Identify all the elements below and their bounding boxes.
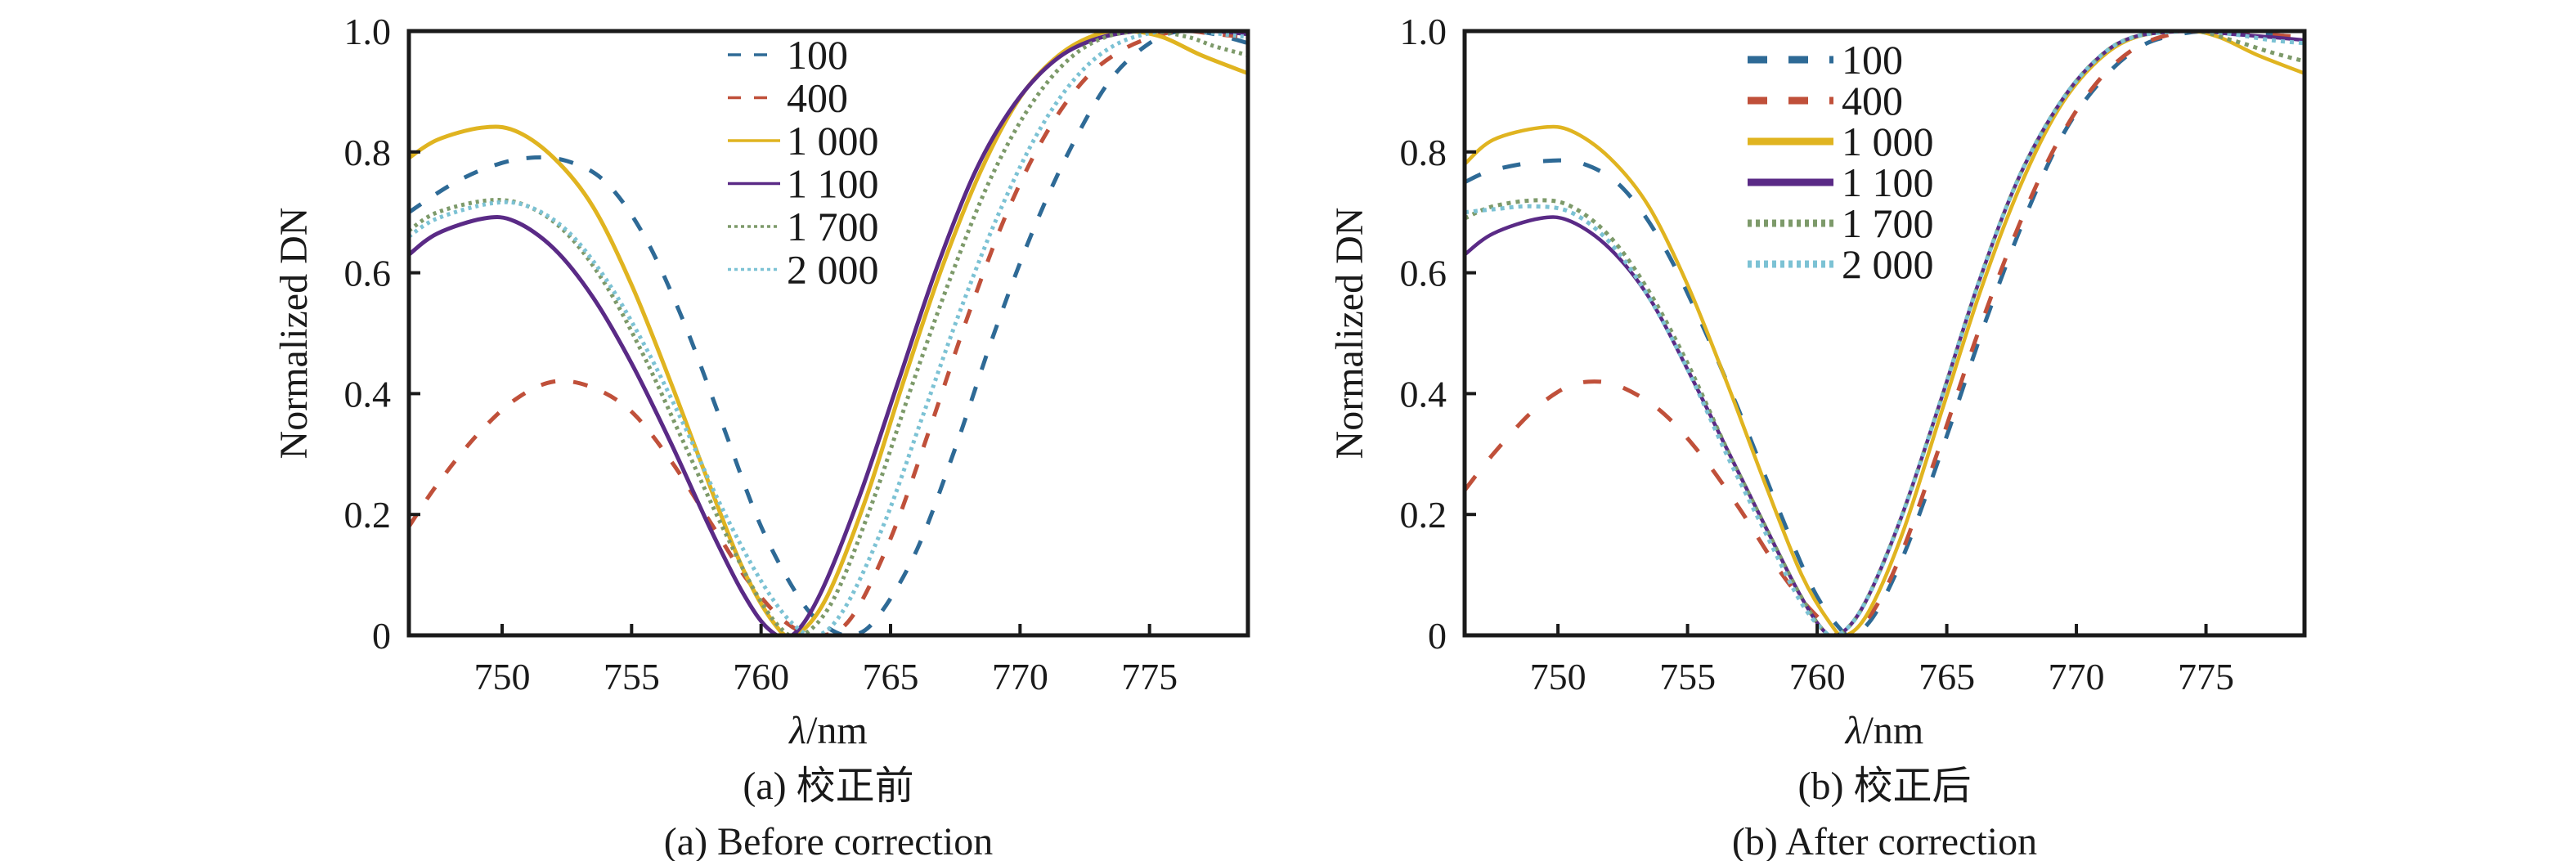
series-line-2000 [1465, 31, 2304, 635]
caption-en-b: (b) After correction [1732, 820, 2037, 861]
legend-label: 2 000 [1842, 241, 1934, 287]
series-line-1700 [409, 31, 1248, 635]
x-tick-label: 755 [604, 656, 660, 697]
y-tick-label: 0.8 [344, 132, 392, 173]
y-tick-label: 0.2 [1400, 494, 1447, 536]
x-tick-label: 750 [474, 656, 531, 697]
curves-b [1465, 31, 2304, 635]
x-axis-unit-a: /nm [806, 709, 868, 752]
legend-label: 400 [1842, 78, 1903, 123]
y-tick-label: 1.0 [1400, 11, 1447, 52]
legend-label: 1 700 [787, 204, 879, 249]
x-tick-label: 770 [992, 656, 1048, 697]
x-tick-label: 765 [1919, 656, 1975, 697]
x-axis-symbol-a: λ [788, 709, 806, 752]
y-axis-label-a: Normalized DN [272, 208, 316, 460]
y-tick-label: 0.4 [1400, 373, 1447, 415]
legend-label: 2 000 [787, 247, 879, 293]
legend-label: 1 000 [1842, 119, 1934, 164]
x-tick-label: 765 [863, 656, 919, 697]
series-line-2000 [409, 31, 1248, 635]
y-tick-label: 0.4 [344, 373, 392, 415]
plot-frame-b [1462, 29, 2307, 638]
y-tick-label: 0.6 [344, 253, 392, 294]
x-axis-label-a: λ/nm [788, 709, 867, 752]
x-tick-label: 760 [1789, 656, 1846, 697]
y-axis-label-b: Normalized DN [1328, 208, 1371, 460]
x-axis-label-b: λ/nm [1844, 709, 1923, 752]
x-tick-label: 760 [733, 656, 789, 697]
legend-label: 100 [1842, 37, 1903, 83]
legend-label: 1 100 [787, 161, 879, 207]
ticks-b: 750 755 760 765 770 775 0 0.2 0.4 0.6 0.8 1.0 [1400, 11, 2235, 697]
y-tick-label: 0 [1428, 615, 1447, 657]
series-line-1000 [409, 31, 1248, 635]
panel-a: 750 755 760 765 770 775 0 0.2 0.4 0.6 0.8 1.0 10040… [272, 11, 1250, 861]
x-tick-label: 775 [1121, 656, 1178, 697]
series-line-400 [1465, 31, 2304, 635]
series-line-400 [409, 31, 1248, 635]
legend-label: 1 000 [787, 118, 879, 164]
legend-label: 400 [787, 75, 848, 121]
plot-frame-a [406, 29, 1250, 638]
ticks-a: 750 755 760 765 770 775 0 0.2 0.4 0.6 0.8 1.0 [344, 11, 1178, 697]
legend-label: 1 700 [1842, 200, 1934, 246]
curves-a [409, 31, 1248, 635]
x-axis-symbol-b: λ [1844, 709, 1863, 752]
legend-label: 1 100 [1842, 159, 1934, 205]
x-tick-label: 750 [1530, 656, 1586, 697]
y-tick-label: 0.8 [1400, 132, 1447, 173]
x-tick-label: 770 [2049, 656, 2105, 697]
y-tick-label: 1.0 [344, 11, 392, 52]
panel-b: 750 755 760 765 770 775 0 0.2 0.4 0.6 0.8 1.0 10040… [1328, 11, 2307, 861]
y-tick-label: 0.6 [1400, 253, 1447, 294]
y-tick-label: 0.2 [344, 494, 392, 536]
series-line-1100 [409, 31, 1248, 635]
x-axis-unit-b: /nm [1863, 709, 1924, 752]
x-tick-label: 775 [2178, 656, 2234, 697]
legend-label: 100 [787, 32, 848, 78]
caption-zh-a: (a) 校正前 [743, 765, 913, 808]
caption-zh-b: (b) 校正后 [1798, 765, 1972, 808]
x-tick-label: 755 [1659, 656, 1716, 697]
series-line-100 [409, 31, 1248, 635]
caption-en-a: (a) Before correction [664, 820, 993, 861]
y-tick-label: 0 [372, 615, 391, 657]
